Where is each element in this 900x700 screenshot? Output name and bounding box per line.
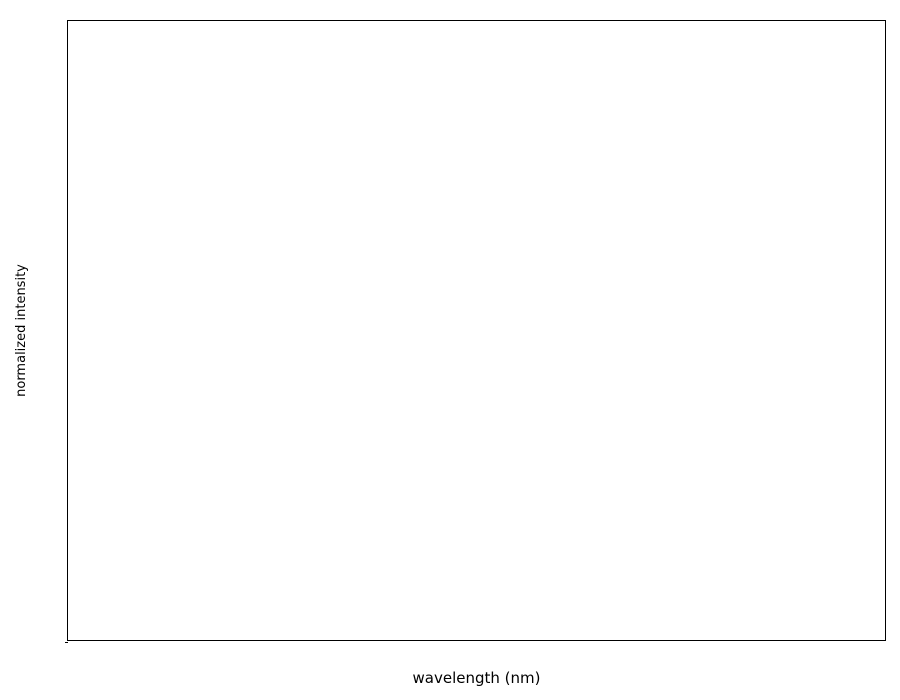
y-tick-mark <box>64 642 68 643</box>
x-axis-label: wavelength (nm) <box>412 669 541 687</box>
y-axis-label: normalized intensity <box>14 264 29 397</box>
plot-area <box>64 20 887 643</box>
spectrum-curve <box>68 21 887 642</box>
